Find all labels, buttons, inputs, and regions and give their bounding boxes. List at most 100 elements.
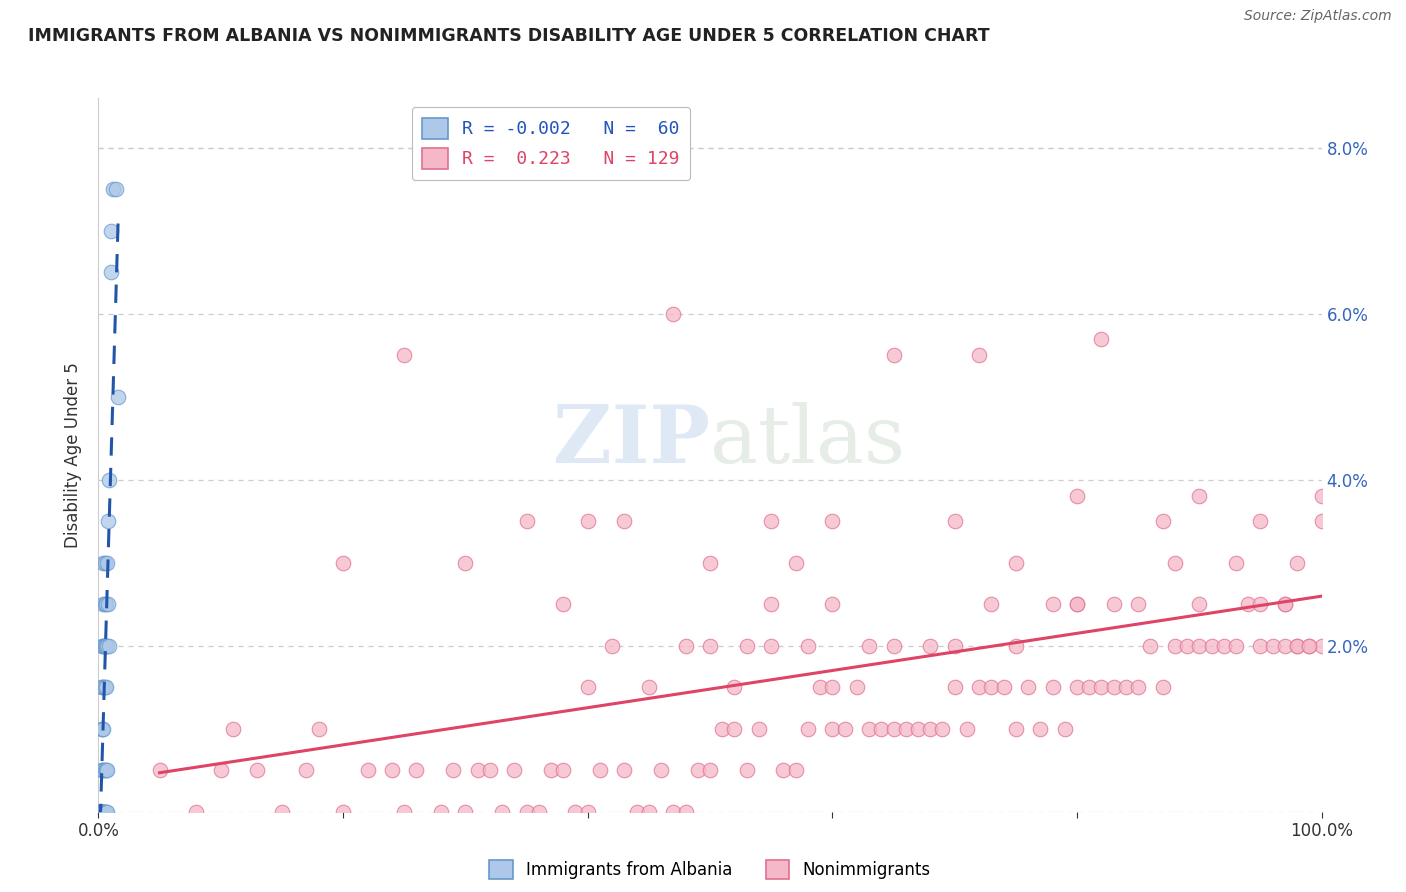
Point: [1298, 639, 1320, 653]
Point: [785, 763, 807, 777]
Point: [870, 722, 893, 736]
Point: [89, 805, 111, 819]
Point: [686, 763, 709, 777]
Point: [967, 680, 990, 694]
Point: [1102, 680, 1125, 694]
Point: [613, 514, 636, 528]
Point: [467, 763, 489, 777]
Point: [1188, 490, 1211, 504]
Point: [90, 805, 112, 819]
Point: [308, 722, 330, 736]
Point: [772, 763, 794, 777]
Point: [761, 639, 783, 653]
Point: [1201, 639, 1223, 653]
Legend: Immigrants from Albania, Nonimmigrants: Immigrants from Albania, Nonimmigrants: [482, 853, 938, 886]
Point: [626, 805, 648, 819]
Point: [89, 805, 111, 819]
Point: [430, 805, 453, 819]
Point: [527, 805, 550, 819]
Point: [723, 722, 745, 736]
Point: [943, 680, 966, 694]
Point: [89, 805, 111, 819]
Point: [100, 265, 122, 279]
Point: [515, 514, 537, 528]
Point: [980, 680, 1002, 694]
Point: [91, 763, 114, 777]
Point: [1188, 639, 1211, 653]
Point: [100, 224, 122, 238]
Point: [98, 473, 121, 487]
Point: [381, 763, 404, 777]
Point: [1310, 490, 1333, 504]
Point: [576, 514, 599, 528]
Point: [91, 805, 114, 819]
Point: [883, 639, 905, 653]
Point: [503, 763, 526, 777]
Point: [392, 805, 416, 819]
Point: [1078, 680, 1101, 694]
Point: [675, 805, 697, 819]
Point: [91, 805, 114, 819]
Point: [1042, 680, 1064, 694]
Point: [91, 556, 114, 570]
Text: atlas: atlas: [710, 401, 905, 480]
Point: [821, 597, 844, 611]
Point: [1274, 597, 1296, 611]
Point: [90, 805, 112, 819]
Point: [93, 680, 115, 694]
Point: [454, 556, 477, 570]
Point: [104, 182, 127, 196]
Point: [89, 805, 111, 819]
Point: [553, 763, 575, 777]
Point: [93, 805, 115, 819]
Point: [638, 805, 661, 819]
Point: [186, 805, 208, 819]
Point: [1249, 514, 1271, 528]
Point: [89, 805, 111, 819]
Point: [90, 805, 112, 819]
Point: [797, 639, 820, 653]
Point: [980, 597, 1002, 611]
Point: [91, 639, 114, 653]
Point: [91, 805, 114, 819]
Point: [808, 680, 831, 694]
Point: [89, 805, 111, 819]
Point: [97, 597, 120, 611]
Point: [491, 805, 513, 819]
Point: [967, 348, 990, 362]
Point: [638, 680, 661, 694]
Point: [94, 805, 117, 819]
Text: IMMIGRANTS FROM ALBANIA VS NONIMMIGRANTS DISABILITY AGE UNDER 5 CORRELATION CHAR: IMMIGRANTS FROM ALBANIA VS NONIMMIGRANTS…: [28, 27, 990, 45]
Point: [576, 680, 599, 694]
Point: [576, 805, 599, 819]
Point: [270, 805, 294, 819]
Point: [883, 722, 905, 736]
Point: [785, 556, 807, 570]
Point: [931, 722, 953, 736]
Point: [1274, 639, 1296, 653]
Point: [1042, 597, 1064, 611]
Point: [1212, 639, 1234, 653]
Point: [91, 722, 114, 736]
Point: [94, 639, 117, 653]
Point: [1286, 556, 1309, 570]
Point: [723, 680, 745, 694]
Point: [1115, 680, 1137, 694]
Point: [613, 763, 636, 777]
Point: [107, 390, 129, 404]
Point: [441, 763, 464, 777]
Point: [91, 680, 114, 694]
Point: [650, 763, 672, 777]
Point: [1053, 722, 1076, 736]
Point: [1090, 680, 1112, 694]
Point: [356, 763, 378, 777]
Point: [515, 805, 537, 819]
Point: [1090, 332, 1112, 346]
Point: [920, 722, 942, 736]
Point: [1066, 490, 1088, 504]
Point: [149, 763, 172, 777]
Point: [1249, 639, 1271, 653]
Point: [96, 556, 118, 570]
Point: [91, 680, 114, 694]
Point: [93, 639, 115, 653]
